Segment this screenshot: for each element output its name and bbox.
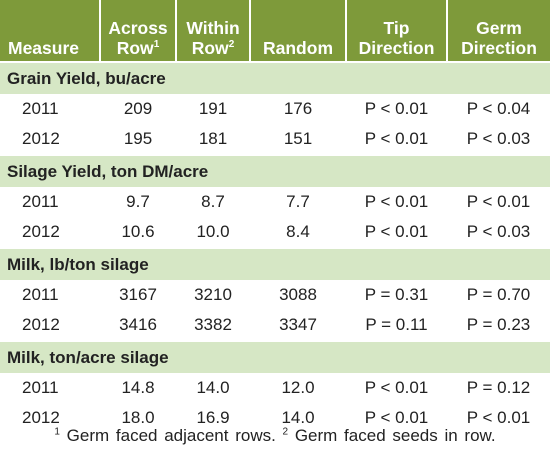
- cell-random: 14.0: [281, 408, 315, 427]
- cell-tip: P < 0.01: [364, 192, 429, 211]
- table-row: 2011 14.8 14.0 12.0 P < 0.01 P = 0.12: [0, 373, 550, 403]
- header-line1: Germ: [476, 18, 522, 38]
- cell-germ: P = 0.12: [466, 378, 531, 397]
- cell-random: 3088: [279, 285, 317, 304]
- table-row: 2011 3167 3210 3088 P = 0.31 P = 0.70: [0, 280, 550, 310]
- cell-within: 8.7: [201, 192, 225, 211]
- cell-germ: P < 0.04: [466, 99, 531, 118]
- header-line1: Within: [186, 18, 240, 38]
- section-title: Silage Yield, ton DM/acre: [0, 154, 550, 187]
- cell-across: 14.8: [121, 378, 155, 397]
- cell-year: 2011: [22, 285, 59, 304]
- cell-within: 10.0: [196, 222, 230, 241]
- table-row: 2012 10.6 10.0 8.4 P < 0.01 P < 0.03: [0, 217, 550, 248]
- cell-random: 151: [283, 129, 313, 148]
- section-title: Milk, lb/ton silage: [0, 247, 550, 280]
- table-row: 2011 209 191 176 P < 0.01 P < 0.04: [0, 94, 550, 124]
- cell-random: 7.7: [286, 192, 310, 211]
- cell-within: 3382: [194, 315, 232, 334]
- cell-within: 14.0: [196, 378, 230, 397]
- results-table: Measure Across Row1 Within Row2 Random Tip…: [0, 0, 550, 433]
- cell-random: 12.0: [281, 378, 315, 397]
- cell-across: 195: [123, 129, 153, 148]
- cell-tip: P < 0.01: [364, 129, 429, 148]
- header-within-row: Within Row2: [176, 0, 251, 62]
- table-row: 2012 18.0 16.9 14.0 P < 0.01 P < 0.01: [0, 403, 550, 433]
- cell-across: 9.7: [126, 192, 150, 211]
- cell-tip: P < 0.01: [364, 222, 429, 241]
- cell-across: 209: [123, 99, 153, 118]
- cell-within: 16.9: [196, 408, 230, 427]
- cell-germ: P < 0.03: [466, 222, 531, 241]
- table-row: 2012 3416 3382 3347 P = 0.11 P = 0.23: [0, 310, 550, 341]
- cell-germ: P < 0.03: [466, 129, 531, 148]
- cell-across: 18.0: [121, 408, 155, 427]
- cell-year: 2011: [22, 99, 59, 118]
- section-row: Silage Yield, ton DM/acre: [0, 154, 550, 187]
- footnote-text-2: Germ faced seeds in row.: [288, 426, 496, 445]
- cell-random: 3347: [279, 315, 317, 334]
- cell-across: 3416: [119, 315, 157, 334]
- cell-germ: P = 0.70: [466, 285, 531, 304]
- header-footnote-marker: 2: [228, 39, 235, 51]
- header-line2: Direction: [461, 38, 537, 58]
- footnote-marker-1: 1: [54, 426, 60, 438]
- section-row: Grain Yield, bu/acre: [0, 61, 550, 94]
- table-row: 2012 195 181 151 P < 0.01 P < 0.03: [0, 124, 550, 155]
- cell-germ: P < 0.01: [466, 192, 531, 211]
- cell-year: 2011: [22, 192, 59, 211]
- header-across-row: Across Row1: [100, 0, 177, 62]
- cell-tip: P < 0.01: [364, 99, 429, 118]
- header-line2: Random: [263, 38, 333, 58]
- cell-tip: P = 0.11: [365, 315, 428, 334]
- header-tip-direction: Tip Direction: [346, 0, 448, 62]
- cell-germ: P < 0.01: [466, 408, 531, 427]
- cell-year: 2012: [22, 129, 60, 148]
- cell-within: 191: [198, 99, 228, 118]
- header-random: Random: [250, 0, 347, 62]
- cell-year: 2012: [22, 222, 60, 241]
- cell-tip: P < 0.01: [364, 408, 429, 427]
- cell-random: 176: [283, 99, 313, 118]
- cell-random: 8.4: [286, 222, 310, 241]
- cell-tip: P = 0.31: [364, 285, 429, 304]
- cell-tip: P < 0.01: [364, 378, 429, 397]
- header-line2: Direction: [358, 38, 435, 58]
- section-row: Milk, ton/acre silage: [0, 340, 550, 373]
- header-germ-direction: Germ Direction: [447, 0, 550, 62]
- header-line2: Measure: [8, 38, 80, 58]
- header-line2: Row: [116, 38, 154, 58]
- header-footnote-marker: 1: [153, 39, 160, 51]
- footnote-text-1: Germ faced adjacent rows.: [59, 426, 283, 445]
- header-line2: Row: [191, 38, 229, 58]
- header-line1: Tip: [383, 18, 410, 38]
- header-line1: Across: [108, 18, 168, 38]
- cell-year: 2012: [22, 408, 60, 427]
- footnote: 1 Germ faced adjacent rows. 2 Germ faced…: [0, 426, 550, 446]
- cell-year: 2012: [22, 315, 60, 334]
- section-title: Milk, ton/acre silage: [0, 340, 550, 373]
- footnote-marker-2: 2: [282, 426, 289, 438]
- table-body: Grain Yield, bu/acre 2011 209 191 176 P < 0.0…: [0, 61, 550, 433]
- cell-within: 181: [198, 129, 228, 148]
- cell-germ: P = 0.23: [466, 315, 531, 334]
- cell-across: 10.6: [121, 222, 155, 241]
- cell-across: 3167: [119, 285, 157, 304]
- cell-year: 2011: [22, 378, 59, 397]
- cell-within: 3210: [194, 285, 232, 304]
- table-row: 2011 9.7 8.7 7.7 P < 0.01 P < 0.01: [0, 187, 550, 217]
- header-row: Measure Across Row1 Within Row2 Random Tip…: [0, 0, 550, 62]
- header-measure: Measure: [0, 0, 101, 62]
- section-row: Milk, lb/ton silage: [0, 247, 550, 280]
- section-title: Grain Yield, bu/acre: [0, 61, 550, 94]
- table-header: Measure Across Row1 Within Row2 Random Tip…: [0, 0, 550, 62]
